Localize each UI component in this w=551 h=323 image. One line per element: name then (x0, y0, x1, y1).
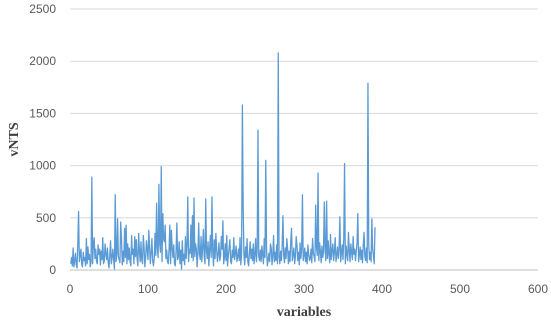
x-tick-label: 600 (528, 282, 548, 296)
y-axis-title: vNTS (7, 122, 22, 156)
y-tick-labels: 0 500 1000 1500 2000 2500 (29, 2, 56, 277)
x-tick-label: 100 (138, 282, 158, 296)
x-tick-label: 300 (294, 282, 314, 296)
x-tick-label: 400 (372, 282, 392, 296)
series-line-vnts (70, 52, 376, 270)
x-tick-label: 500 (450, 282, 470, 296)
x-tick-label: 200 (216, 282, 236, 296)
x-tick-label: 0 (67, 282, 74, 296)
y-tick-label: 2500 (29, 2, 56, 16)
y-tick-label: 500 (36, 211, 56, 225)
y-tick-label: 0 (49, 263, 56, 277)
y-tick-label: 1500 (29, 106, 56, 120)
y-tick-label: 2000 (29, 54, 56, 68)
y-tick-label: 1000 (29, 159, 56, 173)
x-tick-labels: 0 100 200 300 400 500 600 (67, 282, 549, 296)
grid-lines (70, 8, 538, 219)
x-axis-title: variables (277, 305, 332, 320)
